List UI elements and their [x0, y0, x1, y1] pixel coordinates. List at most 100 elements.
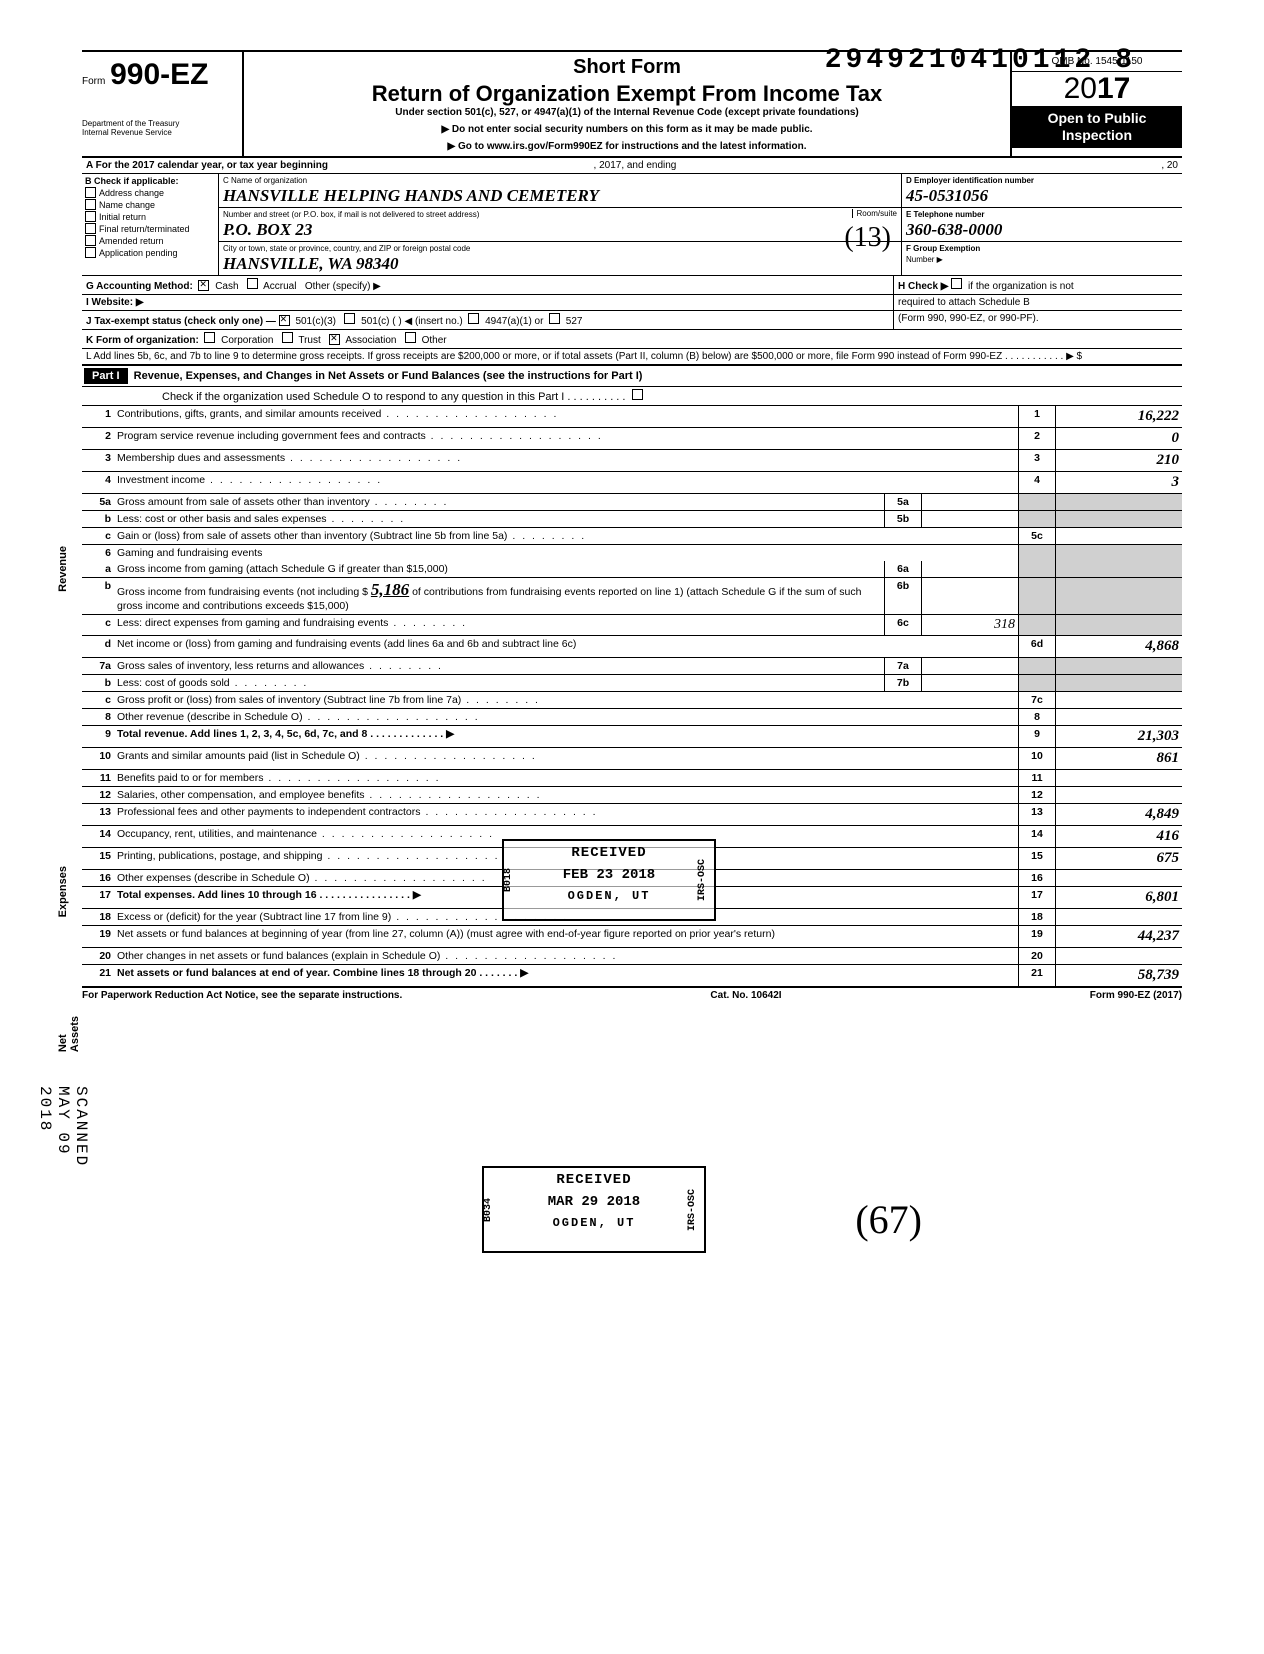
line-19: 19 Net assets or fund balances at beginn… — [82, 926, 1182, 948]
form-number: 990-EZ — [110, 58, 208, 91]
scanned-stamp: SCANNED MAY 09 2018 — [36, 1086, 90, 1167]
doc-id-tail: 8 — [1115, 45, 1142, 76]
chk-501c3[interactable] — [279, 315, 290, 326]
lbl-527: 527 — [566, 316, 583, 327]
line-9: 9 Total revenue. Add lines 1, 2, 3, 4, 5… — [82, 726, 1182, 748]
line-2-val: 0 — [1056, 428, 1183, 450]
line-3-box: 3 — [1019, 450, 1056, 472]
line-6b-desc: Gross income from fundraising events (no… — [114, 578, 885, 615]
chk-accrual[interactable] — [247, 278, 258, 289]
lbl-initial-return: Initial return — [99, 212, 146, 222]
line-5b-midbox: 5b — [885, 511, 922, 528]
line-9-num: 9 — [82, 726, 114, 748]
side-netassets: Net Assets — [57, 1016, 81, 1052]
line-6b-d1: Gross income from fundraising events (no… — [117, 586, 368, 598]
line-6d-desc: Net income or (loss) from gaming and fun… — [114, 636, 1019, 658]
row-a: A For the 2017 calendar year, or tax yea… — [82, 158, 1182, 174]
line-12-box: 12 — [1019, 787, 1056, 804]
line-2-desc: Program service revenue including govern… — [114, 428, 1019, 450]
line-7b-shade — [1019, 675, 1056, 692]
line-6a-midval — [922, 561, 1019, 578]
line-13-desc: Professional fees and other payments to … — [114, 804, 1019, 826]
line-6-valshade — [1056, 545, 1183, 562]
chk-527[interactable] — [549, 313, 560, 324]
line-8-desc: Other revenue (describe in Schedule O) — [114, 709, 1019, 726]
line-6c-midbox: 6c — [885, 615, 922, 636]
line-11-val — [1056, 770, 1183, 787]
line-8-val — [1056, 709, 1183, 726]
row-l: L Add lines 5b, 6c, and 7b to line 9 to … — [82, 349, 1182, 366]
tax-year: 2017 — [1012, 72, 1182, 106]
line-20-num: 20 — [82, 948, 114, 965]
line-13-num: 13 — [82, 804, 114, 826]
chk-corporation[interactable] — [204, 332, 215, 343]
line-18-num: 18 — [82, 909, 114, 926]
tax-exempt-label: J Tax-exempt status (check only one) — — [86, 316, 279, 327]
chk-application-pending[interactable] — [85, 247, 96, 258]
line-3: 3 Membership dues and assessments 3 210 — [82, 450, 1182, 472]
row-j: J Tax-exempt status (check only one) — 5… — [82, 311, 1182, 330]
chk-cash[interactable] — [198, 280, 209, 291]
accounting-method-label: G Accounting Method: — [86, 281, 193, 292]
chk-4947[interactable] — [468, 313, 479, 324]
line-4: 4 Investment income 4 3 — [82, 472, 1182, 494]
h-text-3: (Form 990, 990-EZ, or 990-PF). — [898, 313, 1039, 324]
subtitle: Under section 501(c), 527, or 4947(a)(1)… — [250, 107, 1004, 118]
line-11: 11 Benefits paid to or for members 11 — [82, 770, 1182, 787]
line-13-box: 13 — [1019, 804, 1056, 826]
line-7c-val — [1056, 692, 1183, 709]
ssn-warning: ▶ Do not enter social security numbers o… — [250, 124, 1004, 135]
line-16-val — [1056, 870, 1183, 887]
col-b-label: B Check if applicable: — [85, 176, 215, 186]
line-5a-valshade — [1056, 494, 1183, 511]
line-7a-midval — [922, 658, 1019, 675]
line-19-num: 19 — [82, 926, 114, 948]
chk-501c[interactable] — [344, 313, 355, 324]
part1-check-text: Check if the organization used Schedule … — [162, 391, 625, 403]
line-7a-midbox: 7a — [885, 658, 922, 675]
lbl-501c: 501(c) ( ) ◀ (insert no.) — [361, 316, 463, 327]
received-stamp-1: RECEIVED FEB 23 2018 OGDEN, UT IRS-OSC B… — [502, 839, 716, 921]
line-10-num: 10 — [82, 748, 114, 770]
line-6a-num: a — [82, 561, 114, 578]
line-1-desc: Contributions, gifts, grants, and simila… — [114, 406, 1019, 428]
line-5b: b Less: cost or other basis and sales ex… — [82, 511, 1182, 528]
line-10-box: 10 — [1019, 748, 1056, 770]
chk-association[interactable] — [329, 334, 340, 345]
line-4-val: 3 — [1056, 472, 1183, 494]
line-7a-num: 7a — [82, 658, 114, 675]
col-b: B Check if applicable: Address change Na… — [82, 174, 219, 275]
chk-other-org[interactable] — [405, 332, 416, 343]
chk-amended-return[interactable] — [85, 235, 96, 246]
chk-trust[interactable] — [282, 332, 293, 343]
line-7b-desc: Less: cost of goods sold — [114, 675, 885, 692]
line-20-desc: Other changes in net assets or fund bala… — [114, 948, 1019, 965]
stamp2-r3: OGDEN, UT — [494, 1216, 694, 1230]
line-19-box: 19 — [1019, 926, 1056, 948]
line-2-box: 2 — [1019, 428, 1056, 450]
line-9-desc-b: Total revenue. Add lines 1, 2, 3, 4, 5c,… — [117, 728, 454, 740]
col-de: D Employer identification number 45-0531… — [902, 174, 1182, 275]
line-8: 8 Other revenue (describe in Schedule O)… — [82, 709, 1182, 726]
phone-label: E Telephone number — [906, 210, 985, 219]
room-label: Room/suite — [852, 209, 897, 218]
line-17-num: 17 — [82, 887, 114, 909]
line-4-desc: Investment income — [114, 472, 1019, 494]
line-9-val: 21,303 — [1056, 726, 1183, 748]
chk-address-change[interactable] — [85, 187, 96, 198]
chk-schedule-o-part1[interactable] — [632, 389, 643, 400]
chk-schedule-b[interactable] — [951, 278, 962, 289]
line-4-num: 4 — [82, 472, 114, 494]
chk-name-change[interactable] — [85, 199, 96, 210]
line-6: 6 Gaming and fundraising events — [82, 545, 1182, 562]
line-11-desc: Benefits paid to or for members — [114, 770, 1019, 787]
chk-initial-return[interactable] — [85, 211, 96, 222]
stamp2-side: IRS-OSC — [687, 1178, 706, 1241]
line-6a: a Gross income from gaming (attach Sched… — [82, 561, 1182, 578]
line-10-desc: Grants and similar amounts paid (list in… — [114, 748, 1019, 770]
line-20-box: 20 — [1019, 948, 1056, 965]
open-line-1: Open to Public — [1014, 110, 1180, 127]
stamp1-r2: FEB 23 2018 — [514, 867, 704, 883]
line-6d-val: 4,868 — [1056, 636, 1183, 658]
chk-final-return[interactable] — [85, 223, 96, 234]
